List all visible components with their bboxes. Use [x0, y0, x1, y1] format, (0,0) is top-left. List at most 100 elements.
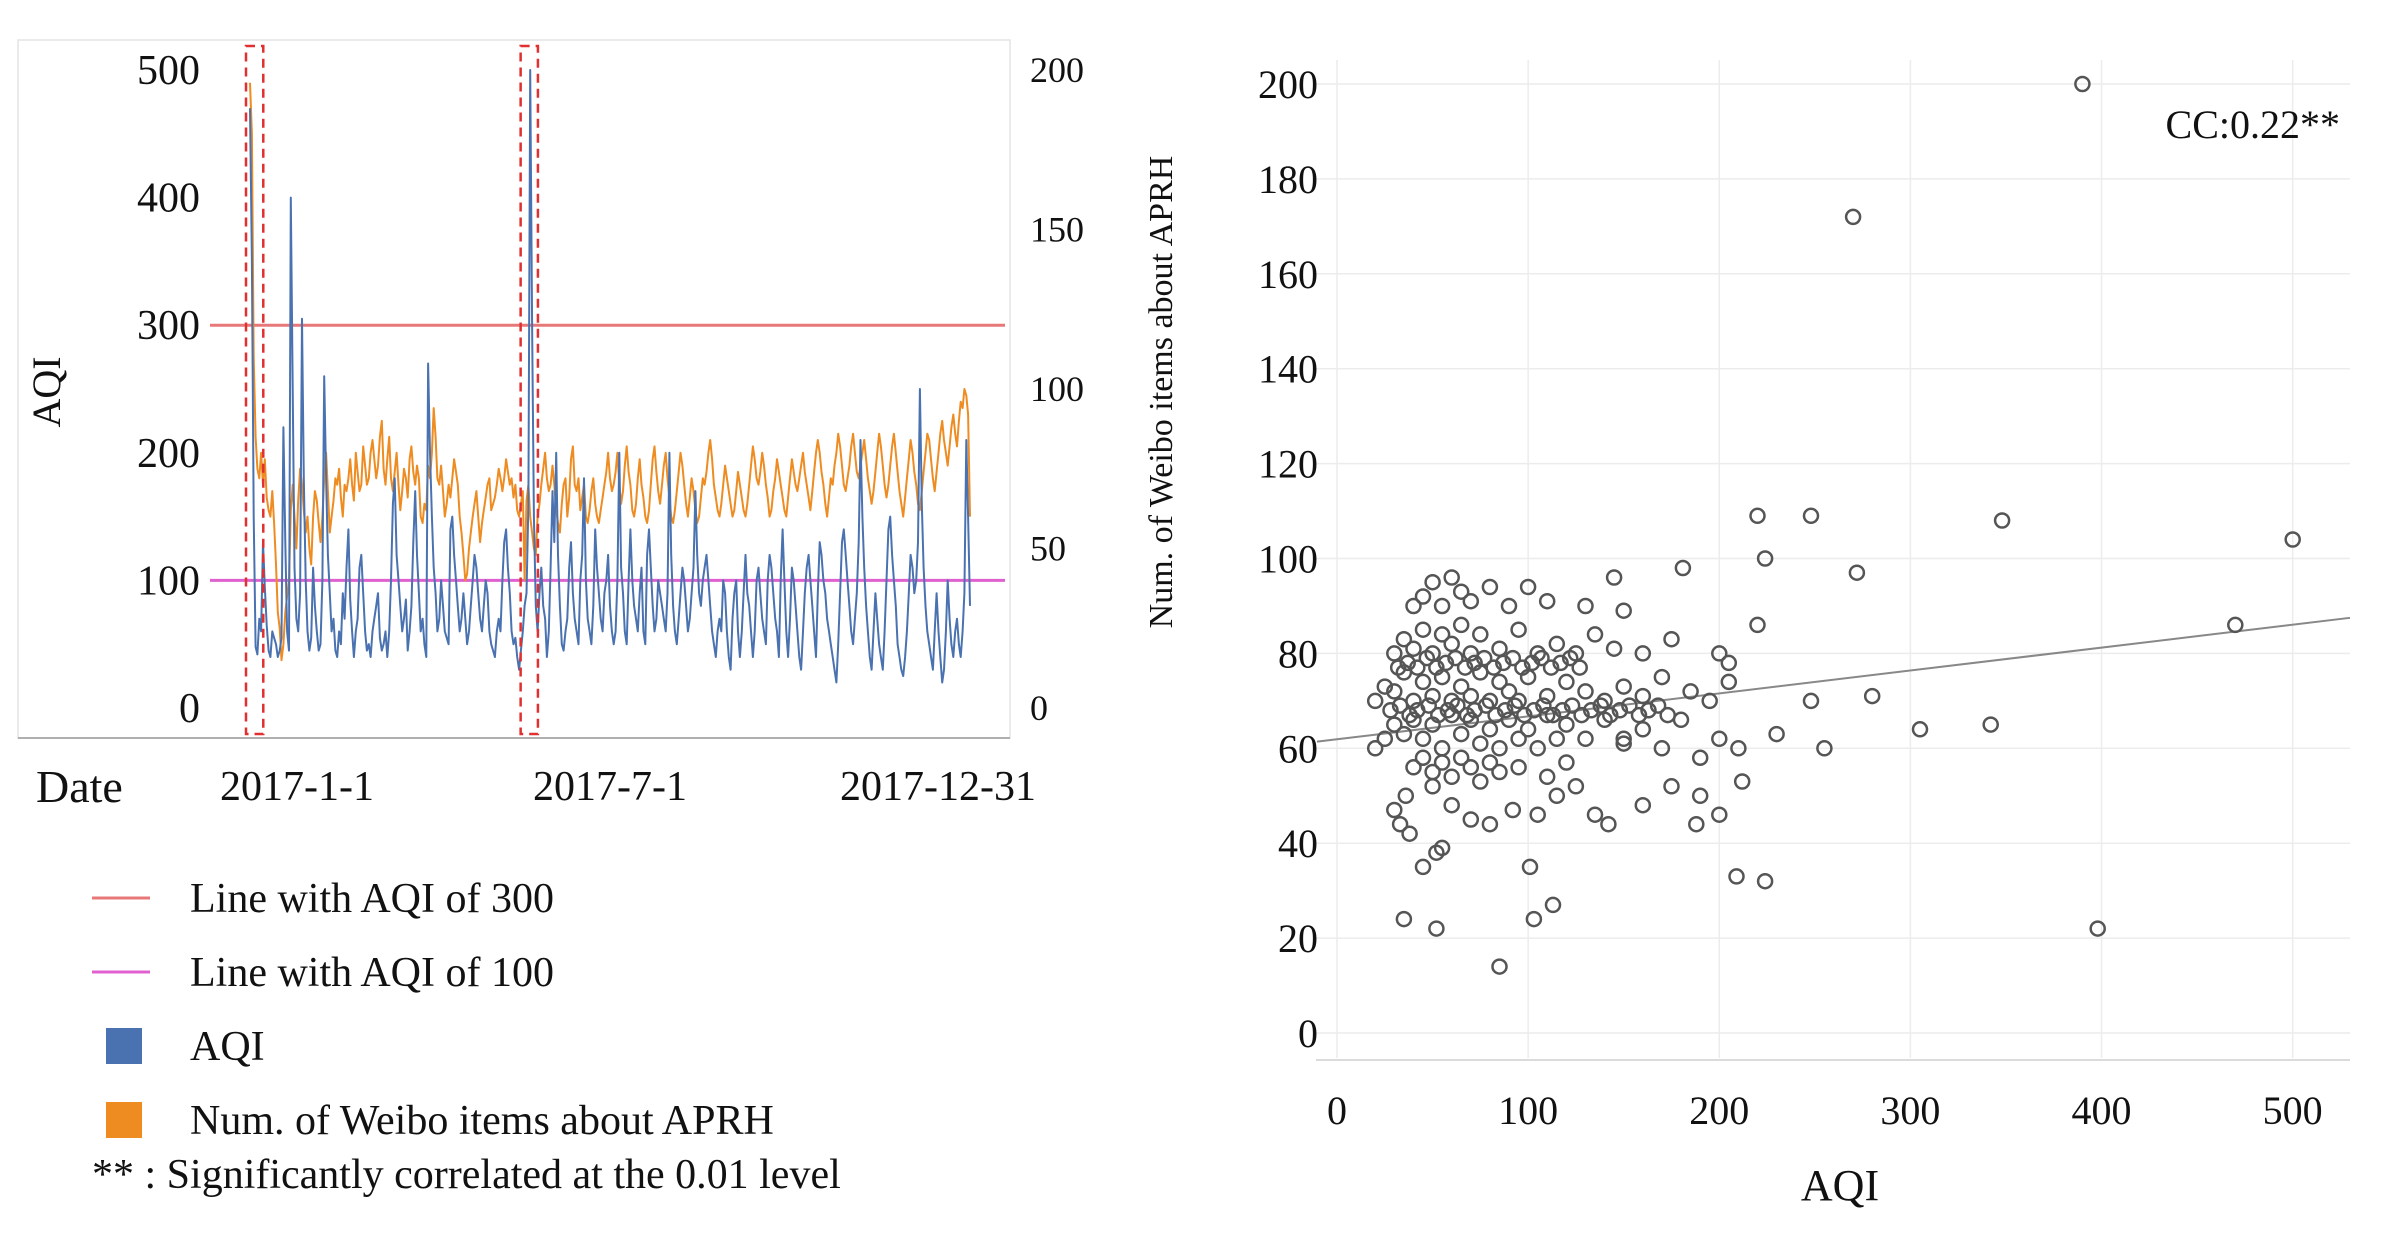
y2-tick-label: 200: [1030, 50, 1084, 90]
scatter-point: [1481, 578, 1499, 596]
scatter-point: [1366, 740, 1384, 757]
scatter-point: [1634, 721, 1652, 738]
scatter-point: [1510, 759, 1527, 776]
scatter-point: [1538, 768, 1556, 786]
scatter-point: [1538, 687, 1556, 705]
scatter-point: [1514, 659, 1531, 676]
scatter-chart: AQI CC:0.22** 0 20 40 60 80 100 120 140 160 180 20…: [1258, 60, 2351, 1210]
scatter-x-tick-label: 0: [1327, 1088, 1347, 1133]
scatter-point: [2284, 531, 2301, 548]
scatter-point: [1424, 763, 1441, 781]
scatter-point: [1577, 597, 1594, 615]
scatter-point: [1376, 678, 1394, 695]
significance-footnote: ** : Significantly correlated at the 0.0…: [92, 1152, 841, 1198]
scatter-point: [1433, 754, 1451, 771]
scatter-point: [1481, 754, 1499, 771]
timeseries-axes: AQI Num. of Weibo items about APRH Date …: [18, 48, 1180, 812]
scatter-point: [1728, 868, 1745, 885]
scatter-point: [1516, 706, 1533, 724]
scatter-x-tick-label: 300: [1880, 1088, 1940, 1133]
scatter-point: [1688, 815, 1705, 833]
legend-label: AQI: [190, 1024, 265, 1070]
y-tick-label: 500: [137, 48, 200, 94]
scatter-point: [1802, 507, 1820, 525]
scatter-point: [1366, 692, 1384, 710]
scatter-point: [1414, 749, 1432, 767]
scatter-point: [1544, 896, 1562, 914]
legend-label: Num. of Weibo items about APRH: [190, 1098, 774, 1144]
scatter-y-tick-label: 140: [1258, 347, 1318, 392]
scatter-point: [1749, 616, 1766, 634]
scatter-point: [1720, 654, 1738, 672]
scatter-point: [1433, 597, 1451, 615]
x-tick-label: 2017-7-1: [533, 764, 687, 810]
scatter-point: [1481, 815, 1499, 833]
scatter-point: [1558, 754, 1575, 771]
scatter-point: [1428, 659, 1445, 676]
scatter-point: [1701, 692, 1718, 710]
scatter-point: [1756, 550, 1774, 567]
scatter-point: [1405, 759, 1422, 776]
scatter-point: [1548, 635, 1566, 653]
scatter-y-tick-label: 120: [1258, 442, 1318, 487]
scatter-point: [1433, 839, 1451, 857]
scatter-point: [1554, 702, 1571, 719]
scatter-point: [1592, 697, 1610, 714]
scatter-point: [1634, 645, 1652, 662]
scatter-point: [1504, 801, 1522, 819]
scatter-point: [1414, 621, 1432, 638]
scatter-point: [1391, 697, 1409, 714]
scatter-point: [1653, 668, 1671, 686]
scatter-point: [1548, 787, 1566, 805]
scatter-point: [1672, 711, 1690, 729]
scatter-point: [1600, 815, 1617, 833]
scatter-point: [1481, 721, 1499, 738]
scatter-point: [1615, 730, 1632, 748]
scatter-y-tick-label: 80: [1278, 631, 1318, 676]
scatter-point: [1577, 683, 1594, 700]
scatter-point: [1802, 692, 1820, 710]
scatter-point: [1475, 649, 1493, 667]
scatter-point: [1730, 740, 1747, 757]
scatter-point: [1640, 702, 1657, 719]
scatter-point: [1491, 763, 1508, 781]
scatter-y-tick-label: 0: [1298, 1011, 1318, 1056]
scatter-point: [1548, 730, 1566, 748]
scatter-point: [1495, 654, 1512, 672]
timeseries-plot: [210, 44, 1005, 736]
scatter-point: [1430, 706, 1447, 724]
scatter-point: [1395, 725, 1413, 743]
scatter-point: [1428, 920, 1445, 937]
scatter-point: [1389, 659, 1407, 676]
scatter-point: [1911, 721, 1929, 738]
scatter-point: [1414, 858, 1432, 876]
timeseries-frame: [17, 39, 1011, 739]
scatter-point: [1544, 706, 1562, 724]
scatter-point: [1452, 583, 1470, 600]
scatter-point: [1439, 702, 1457, 719]
scatter-x-tick-label: 400: [2072, 1088, 2132, 1133]
scatter-point: [1382, 702, 1399, 719]
scatter-point: [1571, 659, 1588, 676]
y2-tick-label: 100: [1030, 369, 1084, 409]
scatter-point: [1768, 725, 1785, 743]
scatter-point: [1472, 626, 1489, 643]
timeseries-chart: AQI Num. of Weibo items about APRH Date …: [17, 39, 1180, 812]
scatter-point: [1443, 796, 1460, 814]
scatter-point: [1433, 626, 1451, 643]
scatter-point: [1519, 578, 1537, 596]
scatter-point: [1500, 683, 1518, 700]
highlight-box-2: [519, 44, 540, 736]
scatter-point: [1424, 687, 1441, 705]
scatter-point: [1395, 910, 1413, 928]
scatter-point: [1573, 706, 1590, 724]
scatter-point: [1982, 716, 1999, 733]
scatter-point: [1848, 564, 1866, 581]
scatter-point: [1691, 787, 1709, 805]
scatter-point: [1596, 692, 1613, 710]
scatter-point: [1500, 597, 1518, 615]
scatter-point: [1491, 673, 1508, 691]
scatter-point: [1653, 740, 1671, 757]
scatter-point: [1558, 716, 1575, 733]
